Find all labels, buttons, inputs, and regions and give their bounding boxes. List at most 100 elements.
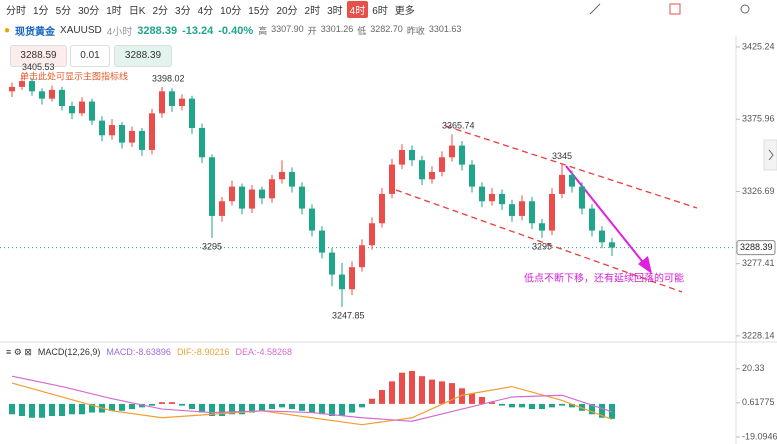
timeframe-tab[interactable]: 10分	[220, 6, 242, 17]
timeframe-tab[interactable]: 日K	[128, 6, 146, 17]
tooltip: 单击此处可显示主图指标线	[20, 70, 128, 81]
candle-body	[319, 230, 325, 253]
macd-bar	[459, 388, 465, 404]
price-annotation: 3295	[532, 241, 552, 251]
macd-bar	[9, 403, 15, 415]
stat-label: 高	[258, 26, 268, 36]
candle-body	[469, 164, 475, 187]
stat-label: 昨收	[406, 26, 425, 36]
macd-bar	[289, 403, 295, 410]
period: 4小时	[106, 27, 133, 38]
timeframe-tab[interactable]: 30分	[78, 6, 100, 17]
macd-bar	[169, 402, 175, 404]
stat-value: 3307.90	[271, 24, 304, 34]
expand-button[interactable]	[763, 139, 777, 171]
macd-y-tick-label: 0.61775	[742, 397, 775, 407]
candle-body	[99, 120, 105, 136]
candle-body	[279, 171, 285, 180]
timeframe-tab[interactable]: 4分	[197, 6, 214, 17]
timeframe-tab[interactable]: 2分	[152, 6, 169, 17]
macd-bar	[149, 403, 155, 406]
candle-body	[79, 101, 85, 114]
macd-bar	[439, 381, 445, 404]
candle-body	[559, 174, 565, 194]
price-annotation: 3247.85	[332, 310, 365, 320]
timeframe-tab[interactable]: 4时	[346, 1, 369, 18]
candle-body	[249, 189, 255, 209]
macd-bar	[59, 403, 65, 417]
candle-body	[19, 81, 25, 87]
price-tag-label: 3288.39	[740, 242, 773, 252]
macd-bar	[489, 402, 495, 404]
macd-bar	[349, 403, 355, 413]
macd-bar	[119, 403, 125, 411]
price: 3288.39	[137, 24, 178, 37]
legend-value: -8.63896	[135, 347, 171, 357]
macd-bar	[29, 403, 35, 418]
stat-label: 低	[357, 26, 367, 36]
candle-body	[569, 174, 575, 187]
timeframe-tab[interactable]: 3时	[327, 6, 343, 17]
macd-bar	[219, 403, 225, 417]
candle-body	[199, 127, 205, 158]
candle-body	[349, 267, 355, 290]
candle-body	[539, 223, 545, 231]
candle-body	[229, 186, 235, 202]
macd-icons[interactable]: ≡ ⚙ ⊠	[6, 347, 32, 357]
y-tick-label: 3326.69	[742, 186, 775, 196]
macd-bar	[559, 403, 565, 406]
candle-body	[119, 125, 125, 143]
candle-body	[359, 245, 365, 268]
candle-body	[609, 242, 615, 248]
tool-icon[interactable]	[740, 4, 750, 14]
timeframe-tab[interactable]: 2时	[304, 6, 321, 17]
tools	[589, 3, 777, 171]
candle-body	[549, 193, 555, 231]
macd-bar	[139, 403, 145, 408]
timeframe-tab[interactable]: 6时	[372, 6, 388, 17]
buy-button[interactable]: 3288.39	[114, 45, 172, 67]
tool-icon[interactable]	[589, 3, 601, 15]
macd-bar	[129, 403, 135, 410]
macd-bar	[329, 403, 335, 417]
timeframe-tab[interactable]: 5分	[55, 6, 72, 17]
legend-value: -4.58268	[256, 347, 293, 357]
candle-body	[129, 130, 135, 143]
timeframe-tab[interactable]: 分时	[6, 6, 26, 17]
qty-input[interactable]: 0.01	[70, 45, 110, 67]
arrow-head	[638, 256, 652, 274]
y-tick-label: 3277.41	[742, 258, 775, 268]
candle-body	[449, 145, 455, 158]
macd-bar	[419, 376, 425, 404]
timeframe-tab[interactable]: 1分	[33, 6, 49, 17]
candle-body	[189, 98, 195, 128]
macd-bar	[229, 403, 235, 415]
channel	[395, 125, 698, 293]
macd-bar	[79, 403, 85, 415]
tool-icon[interactable]	[669, 3, 681, 15]
macd-title: MACD(12,26,9)	[37, 347, 101, 357]
timeframe-tab[interactable]: 更多	[394, 6, 415, 17]
candle-body	[209, 157, 215, 216]
candle-body	[529, 201, 535, 224]
macd-bar	[429, 379, 435, 404]
candle-body	[459, 145, 465, 165]
macd-bar	[529, 403, 535, 410]
timeframe-tab[interactable]: 3分	[175, 6, 191, 17]
timeframe-tab[interactable]: 20分	[276, 6, 298, 17]
candle-body	[379, 193, 385, 224]
candle-body	[239, 186, 245, 209]
price-annotation: 3295	[202, 241, 222, 251]
stat-value: 3282.70	[370, 24, 403, 34]
macd-bar	[379, 390, 385, 404]
candle-body	[299, 186, 305, 209]
legend-item: MACD:-8.63896	[106, 347, 171, 358]
sell-button[interactable]: 3288.59	[10, 45, 67, 67]
candle-body	[329, 252, 335, 275]
timeframe-tab[interactable]: 1时	[106, 6, 122, 17]
candle-body	[339, 274, 345, 290]
timeframe-tab[interactable]: 15分	[248, 6, 270, 17]
macd-bar	[339, 403, 345, 417]
macd-bar	[109, 403, 115, 411]
